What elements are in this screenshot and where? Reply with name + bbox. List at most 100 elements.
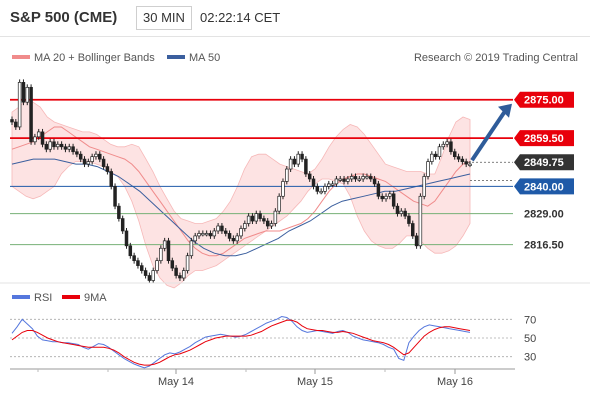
instrument-title: S&P 500 (CME) — [10, 9, 118, 26]
candle-body — [342, 178, 346, 182]
candle-body — [67, 146, 71, 150]
legend-ma20-swatch — [12, 55, 30, 59]
candle-body — [239, 228, 243, 237]
candle-body — [185, 255, 190, 271]
candle-body — [285, 168, 289, 182]
candle-body — [94, 153, 98, 158]
candle-body — [143, 270, 148, 276]
candle-body — [113, 186, 117, 207]
candle-body — [201, 233, 205, 236]
candle-body — [128, 245, 133, 257]
candle-body — [75, 151, 79, 155]
candle-body — [433, 153, 438, 158]
candle-body — [414, 235, 419, 247]
candle-body — [166, 240, 171, 262]
candle-body — [395, 205, 400, 214]
candle-body — [372, 178, 377, 185]
candle-body — [346, 178, 350, 182]
candle-body — [430, 153, 434, 162]
candle-body — [105, 166, 110, 172]
level-label: 2859.50 — [524, 133, 564, 145]
candle-body — [330, 183, 335, 186]
candle-body — [269, 223, 274, 227]
candle-body — [338, 178, 342, 181]
candle-body — [376, 183, 381, 197]
candle-body — [365, 176, 369, 179]
candle-body — [235, 235, 239, 242]
candle-body — [56, 143, 60, 148]
candle-body — [391, 193, 396, 207]
level-tag-resistance — [514, 130, 574, 147]
candle-body — [162, 240, 167, 249]
candle-body — [174, 267, 178, 276]
rsi-tick-label: 70 — [524, 314, 536, 326]
bollinger-band — [11, 99, 471, 289]
candle-body — [151, 270, 155, 281]
candle-body — [262, 218, 266, 222]
level-tag-pivot — [514, 178, 574, 195]
candle-body — [124, 230, 129, 247]
level-label: 2875.00 — [524, 95, 564, 107]
candle-body — [147, 275, 152, 281]
candle-body — [159, 247, 163, 262]
candle-body — [48, 141, 52, 150]
candle-body — [292, 158, 297, 165]
candle-body — [44, 143, 49, 150]
x-tick-label: May 14 — [158, 376, 194, 388]
candle-body — [311, 178, 316, 187]
candle-body — [250, 215, 255, 222]
candle-body — [223, 230, 228, 234]
legend-rsi-swatch — [12, 295, 30, 299]
candle-body — [315, 186, 320, 192]
x-tick-label: May 16 — [437, 376, 473, 388]
candle-body — [101, 158, 106, 167]
rsi-tick-label: 30 — [524, 352, 536, 364]
legend-rsi: RSI — [34, 292, 52, 304]
candle-body — [399, 210, 404, 214]
candle-body — [445, 141, 449, 145]
candle-body — [170, 260, 175, 269]
candle-body — [52, 141, 56, 148]
candle-body — [21, 82, 26, 103]
candle-body — [90, 156, 94, 162]
legend-ma9: 9MA — [84, 292, 107, 304]
candle-body — [120, 218, 125, 232]
candle-body — [117, 205, 121, 219]
candle-body — [140, 265, 144, 271]
candle-body — [265, 220, 270, 227]
ma20-line — [11, 126, 471, 257]
rsi-ma9-line — [11, 319, 471, 366]
candle-body — [254, 213, 259, 222]
candle-body — [14, 121, 18, 128]
candle-body — [59, 143, 64, 148]
candle-body — [212, 230, 217, 237]
candle-body — [449, 141, 453, 153]
level-label: 2840.00 — [524, 181, 564, 193]
candle-body — [281, 181, 285, 197]
candle-body — [273, 210, 278, 224]
candle-body — [437, 146, 442, 158]
candle-body — [40, 131, 45, 145]
candle-body — [132, 255, 136, 262]
candle-body — [204, 233, 209, 236]
level-label: 2829.00 — [524, 209, 564, 221]
candle-body — [388, 193, 392, 197]
candle-body — [327, 183, 331, 187]
candle-body — [288, 158, 293, 170]
candle-body — [384, 195, 388, 200]
candle-body — [109, 171, 113, 187]
candle-body — [189, 240, 194, 257]
forecast-arrow-head — [498, 103, 512, 118]
candle-body — [10, 119, 14, 123]
candle-body — [178, 275, 182, 279]
candle-body — [426, 161, 430, 177]
candle-body — [468, 163, 472, 166]
legend-ma9-swatch — [62, 295, 80, 299]
candle-body — [197, 233, 201, 237]
candle-body — [418, 195, 423, 247]
candle-body — [17, 82, 22, 128]
candle-body — [98, 153, 102, 160]
level-label: 2816.50 — [524, 240, 564, 252]
candle-body — [464, 161, 468, 165]
timeframe-selector[interactable]: 30 MIN — [136, 6, 192, 30]
